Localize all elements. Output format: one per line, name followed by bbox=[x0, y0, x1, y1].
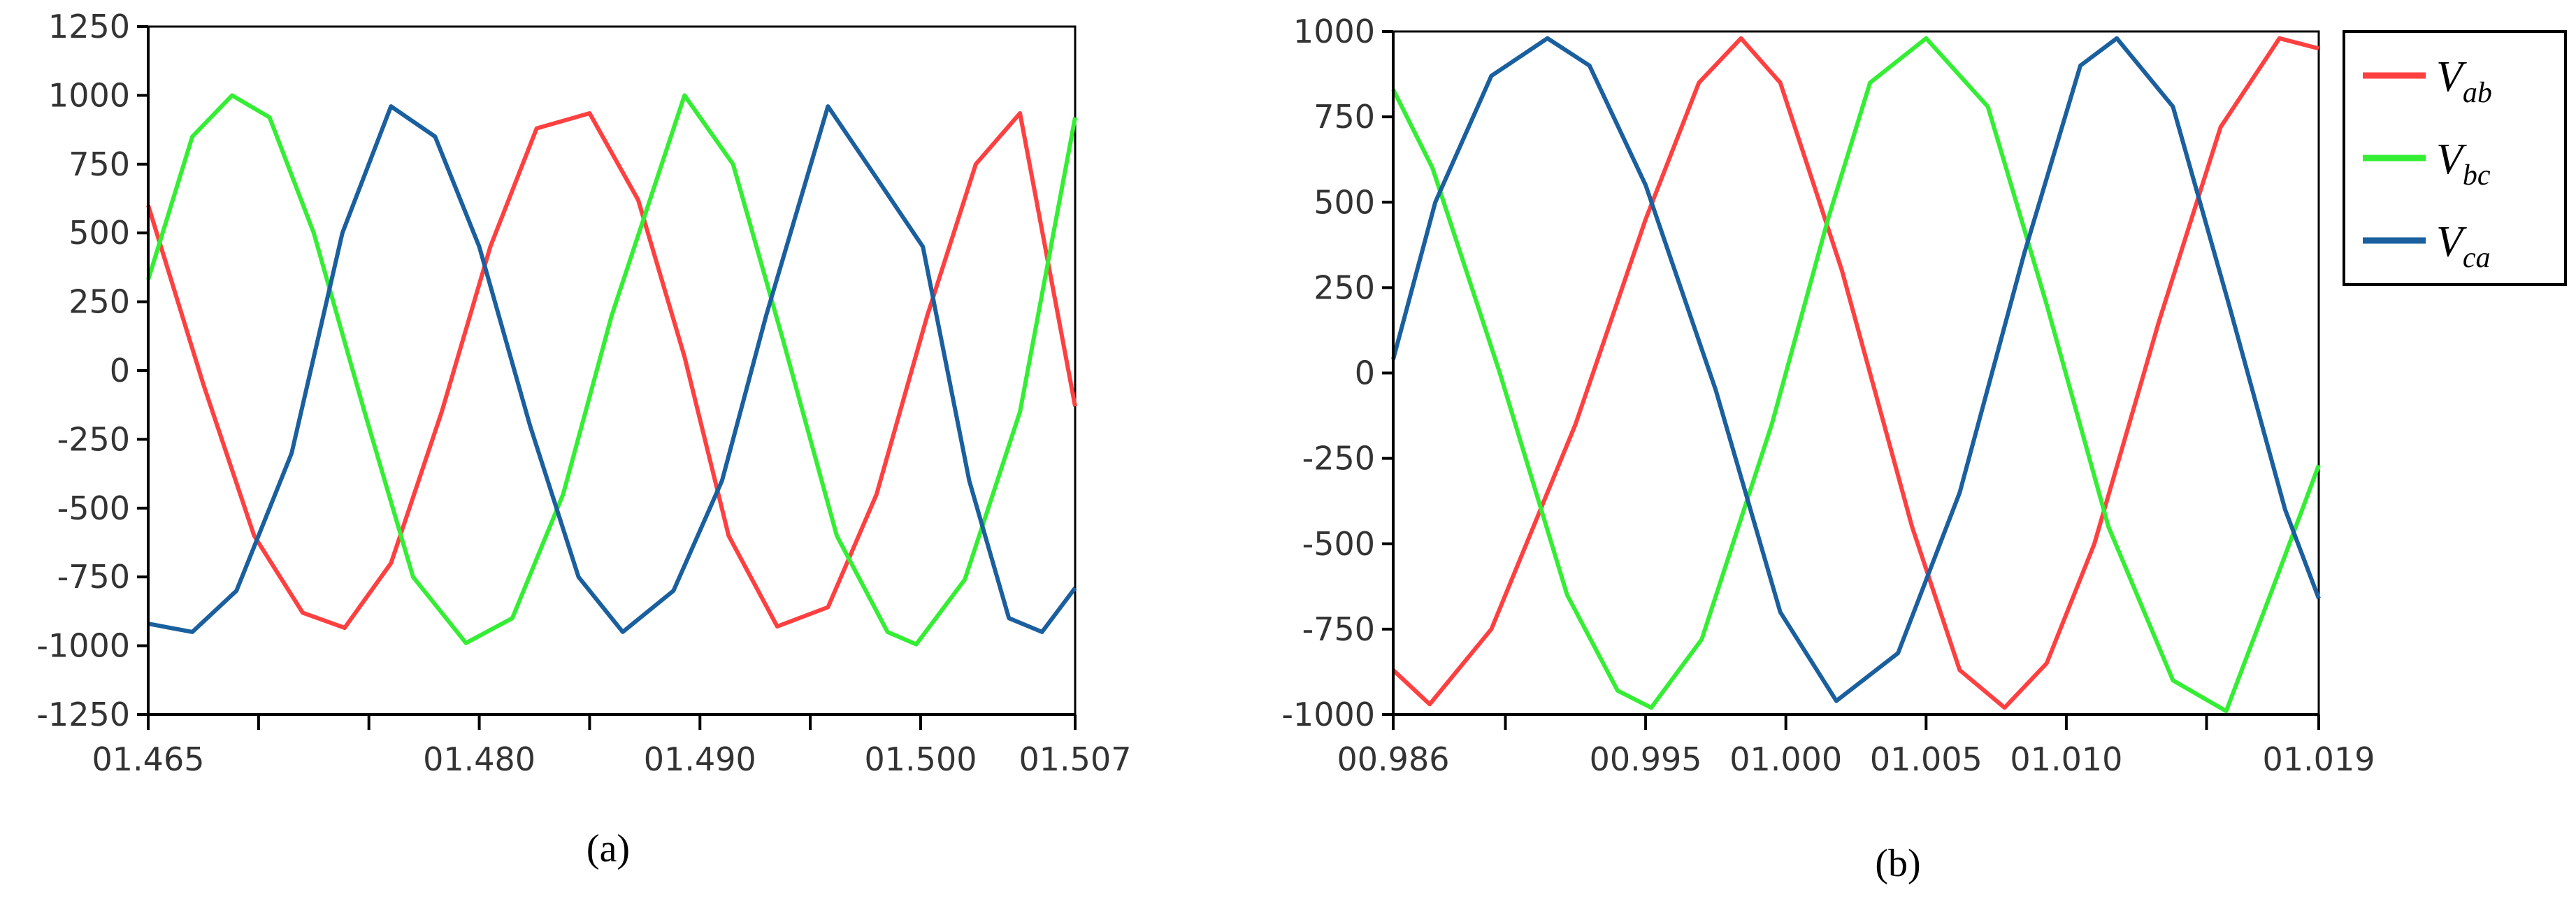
legend-label-ab: Vab bbox=[2436, 53, 2492, 109]
legend-label-ca: Vca bbox=[2436, 218, 2491, 274]
series-line-ab bbox=[146, 111, 1077, 630]
x-tick-label: 00.995 bbox=[1590, 740, 1702, 778]
y-tick-label: -750 bbox=[1302, 610, 1375, 648]
y-tick-label: 500 bbox=[69, 214, 130, 252]
legend-label-bc: Vbc bbox=[2436, 136, 2491, 192]
caption-a: (a) bbox=[587, 827, 630, 870]
x-tick-label: 01.000 bbox=[1729, 740, 1842, 778]
y-tick-label: 750 bbox=[1314, 98, 1375, 136]
chart-panel-b: -1000 -750 -500 -250 0 250 500 750 1000 00.986 00.… bbox=[1281, 13, 2375, 778]
y-tick-label: -1000 bbox=[1281, 696, 1375, 733]
y-tick-label: 250 bbox=[1314, 268, 1375, 306]
y-tick-label: -750 bbox=[57, 558, 130, 596]
caption-b: (b) bbox=[1875, 842, 1920, 885]
x-tick-label: 00.986 bbox=[1337, 740, 1450, 778]
y-tick-label: 0 bbox=[1355, 354, 1375, 392]
x-tick-label: 01.005 bbox=[1870, 740, 1983, 778]
series-line-ca bbox=[147, 104, 1077, 634]
y-tick-label: 750 bbox=[69, 145, 130, 183]
y-tick-label: 500 bbox=[1314, 183, 1375, 221]
y-tick-label: -250 bbox=[57, 420, 130, 458]
x-tick-label: 01.465 bbox=[92, 740, 205, 778]
series-line-ab bbox=[1391, 36, 2319, 710]
y-tick-label: 1000 bbox=[1293, 13, 1375, 50]
x-tick-label: 01.500 bbox=[865, 740, 977, 778]
x-tick-label: 01.490 bbox=[644, 740, 756, 778]
x-tick-label: 01.010 bbox=[2010, 740, 2122, 778]
y-tick-label: 1250 bbox=[48, 8, 130, 45]
x-tick-label: 01.019 bbox=[2263, 740, 2375, 778]
series-line-bc bbox=[1391, 36, 2321, 714]
legend: Vab Vbc Vca bbox=[2343, 30, 2567, 286]
y-tick-label: -250 bbox=[1302, 440, 1375, 478]
y-tick-label: -500 bbox=[1302, 525, 1375, 563]
y-tick-label: 250 bbox=[69, 283, 130, 321]
x-tick-label: 01.480 bbox=[423, 740, 535, 778]
series-line-bc bbox=[146, 93, 1077, 647]
x-tick-label: 01.507 bbox=[1019, 740, 1132, 778]
y-tick-label: -1250 bbox=[36, 696, 130, 733]
y-tick-label: -500 bbox=[57, 489, 130, 527]
chart-panel-a: -1250 -1000 -750 -500 -250 0 250 500 750 1000 1250… bbox=[36, 8, 1131, 778]
plot-frame bbox=[147, 25, 1077, 716]
y-tick-label: 1000 bbox=[48, 76, 130, 114]
y-tick-label: 0 bbox=[110, 352, 130, 389]
y-tick-label: -1000 bbox=[36, 627, 130, 665]
series-line-ca bbox=[1391, 36, 2321, 703]
